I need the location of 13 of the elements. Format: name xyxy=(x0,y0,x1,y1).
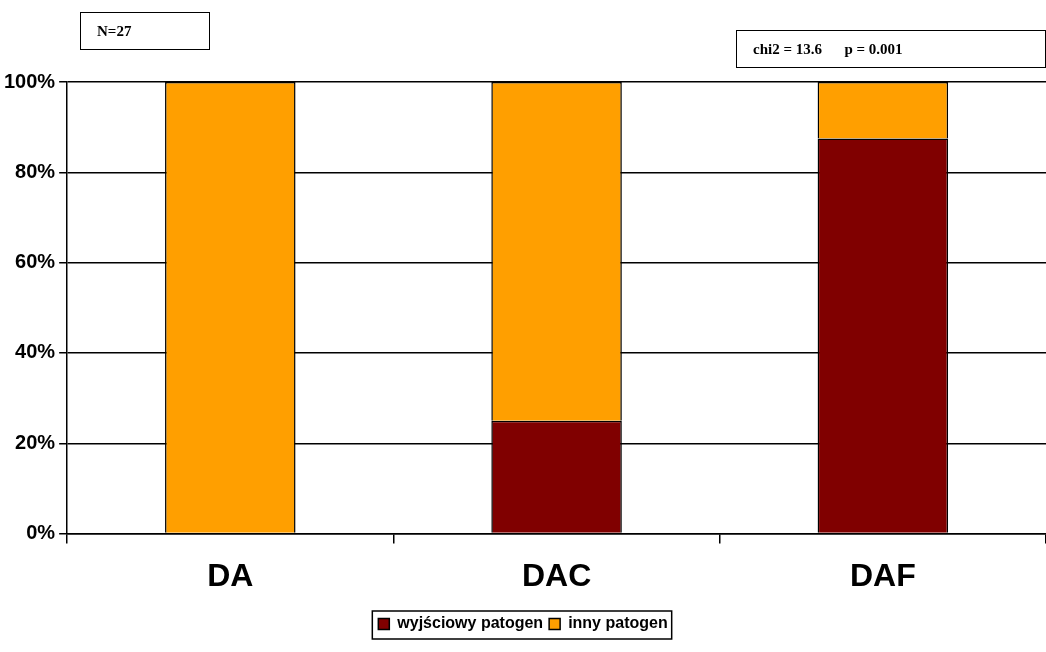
y-tick-label: 100% xyxy=(4,69,56,92)
y-tick-label: 80% xyxy=(15,159,56,182)
x-tick-label: DAC xyxy=(521,556,592,593)
legend-label: wyjściowy patogen xyxy=(396,614,544,632)
x-tick-label: DAF xyxy=(849,556,916,593)
x-tick-label: DA xyxy=(207,556,254,593)
y-tick-label: 20% xyxy=(15,430,56,453)
text: N=27 xyxy=(80,12,210,50)
y-tick-label: 60% xyxy=(15,250,56,273)
legend-label: inny patogen xyxy=(568,614,668,632)
y-tick-label: 0% xyxy=(26,521,56,544)
text: chi2 = 13.6 p = 0.001 xyxy=(736,30,1046,68)
y-tick-label: 40% xyxy=(15,340,56,363)
